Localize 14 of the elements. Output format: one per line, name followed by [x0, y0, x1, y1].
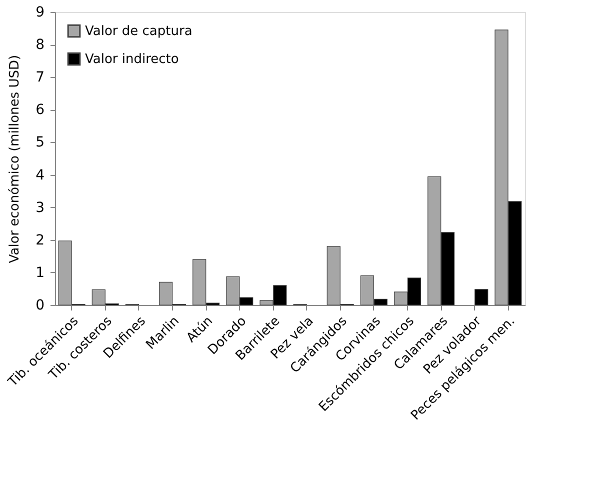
y-tick-label: 2 [36, 232, 44, 248]
y-axis-title: Valor económico (millones USD) [8, 54, 23, 264]
y-tick-label: 5 [36, 134, 44, 151]
bar [474, 289, 488, 306]
y-tick-label: 7 [36, 70, 44, 86]
y-tick-label: 1 [36, 264, 44, 281]
y-tick-label: 0 [36, 298, 44, 314]
legend-label: Valor de captura [85, 24, 192, 39]
legend-label: Valor indirecto [85, 52, 179, 67]
y-tick-label: 4 [36, 167, 45, 184]
y-tick-label: 3 [36, 200, 44, 216]
y-tick-label: 8 [36, 37, 44, 54]
y-tick-label: 6 [36, 102, 45, 118]
y-tick-label: 9 [36, 4, 44, 20]
